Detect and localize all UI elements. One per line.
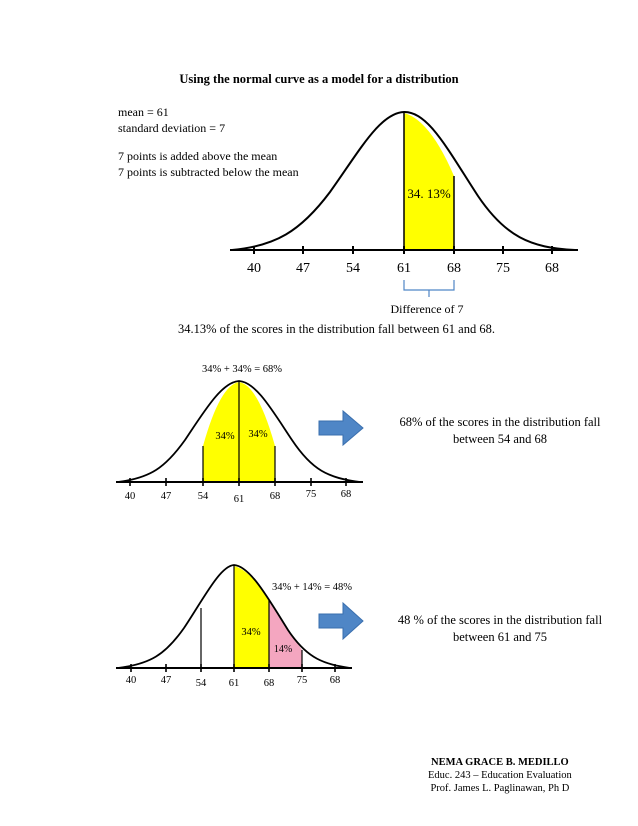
author-footer: NEMA GRACE B. MEDILLO Educ. 243 – Educat… (428, 756, 572, 795)
fig3-yellow-area (234, 566, 269, 668)
fig1-curve (231, 110, 576, 251)
fig3-tick-54: 54 (196, 678, 207, 689)
fig3-tick-68: 68 (264, 678, 275, 689)
fig3-area2-label: 14% (274, 644, 292, 655)
fig2-right-area-label: 34% (248, 429, 268, 440)
subtracted-text: 7 points is subtracted below the mean (118, 165, 299, 179)
course-name: Educ. 243 – Education Evaluation (428, 770, 572, 781)
professor-name: Prof. James L. Paglinawan, Ph D (430, 783, 570, 794)
fig1-tick-40: 40 (247, 261, 261, 276)
fig3-tick-68b: 68 (330, 675, 341, 686)
fig2-top-label: 34% + 34% = 68% (202, 364, 282, 375)
fig3-top-label: 34% + 14% = 48% (272, 582, 352, 593)
fig3-pink-area (269, 600, 302, 668)
fig1-tick-marks (253, 246, 553, 254)
fig1-tick-68b: 68 (545, 261, 559, 276)
fig3-arrow-icon (318, 601, 364, 641)
author-name: NEMA GRACE B. MEDILLO (431, 757, 569, 768)
added-text: 7 points is added above the mean (118, 149, 278, 163)
sd-text: standard deviation = 7 (118, 121, 226, 135)
figure1-caption: 34.13% of the scores in the distribution… (178, 322, 495, 336)
fig1-tick-61: 61 (397, 261, 411, 276)
figure-1: 40 47 54 61 68 75 68 34. 13% Difference … (230, 110, 578, 316)
fig2-arrow-icon (318, 409, 364, 447)
fig2-tick-54: 54 (198, 491, 209, 502)
figure2-description: 68% of the scores in the distribution fa… (399, 415, 601, 446)
fig3-tick-40: 40 (126, 675, 137, 686)
page-title: Using the normal curve as a model for a … (179, 72, 459, 86)
fig1-tick-47: 47 (296, 261, 310, 276)
fig1-tick-75: 75 (496, 261, 510, 276)
fig2-left-area-label: 34% (215, 431, 235, 442)
fig2-tick-40: 40 (125, 491, 136, 502)
fig2-tick-68: 68 (270, 491, 281, 502)
fig2-tick-47: 47 (161, 491, 172, 502)
fig1-tick-68: 68 (447, 261, 461, 276)
fig2-tick-68b: 68 (341, 489, 352, 500)
distribution-info: mean = 61 standard deviation = 7 7 point… (118, 104, 299, 180)
figure-2: 40 47 54 61 68 75 68 34% + 34% = 68% 34%… (116, 364, 364, 505)
fig3-area1-label: 34% (241, 627, 261, 638)
mean-text: mean = 61 (118, 105, 169, 119)
fig1-difference-bracket (403, 280, 455, 297)
figure3-description: 48 % of the scores in the distribution f… (397, 613, 603, 644)
fig3-tick-75: 75 (297, 675, 308, 686)
fig1-area-label: 34. 13% (407, 186, 451, 201)
fig3-tick-61: 61 (229, 678, 240, 689)
fig3-tick-47: 47 (161, 675, 172, 686)
fig2-tick-61: 61 (234, 494, 245, 505)
fig1-yellow-area (404, 113, 454, 250)
fig3-tick-marks (130, 664, 336, 672)
fig2-tick-marks (129, 478, 347, 486)
fig1-difference-label: Difference of 7 (390, 302, 463, 316)
fig2-tick-75: 75 (306, 489, 317, 500)
fig1-tick-54: 54 (346, 261, 360, 276)
figure-3: 40 47 54 61 68 75 68 34% + 14% = 48% 34%… (116, 564, 364, 689)
